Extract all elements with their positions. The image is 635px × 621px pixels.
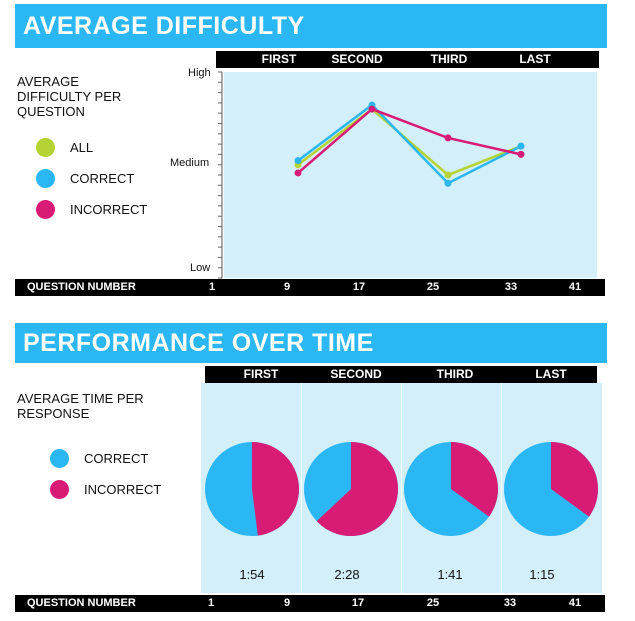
performance-phase-third: THIRD <box>436 367 474 381</box>
performance-xaxis-tick: 17 <box>351 597 365 609</box>
legend-dot-incorrect <box>36 200 55 219</box>
pie-chart-first <box>205 442 300 536</box>
pie-slice-incorrect <box>316 442 398 536</box>
performance-xaxis-bar <box>15 595 605 612</box>
time-label-third: 1:41 <box>437 567 463 582</box>
data-point-incorrect <box>517 150 525 158</box>
time-label-last: 1:15 <box>529 567 555 582</box>
performance-subtitle: AVERAGE TIME PER RESPONSE <box>17 391 144 421</box>
pie-slice-incorrect <box>551 442 598 517</box>
perf-legend-dot-incorrect <box>50 480 69 499</box>
difficulty-phase-third: THIRD <box>430 52 468 66</box>
time-label-second: 2:28 <box>334 567 360 582</box>
series-line-correct <box>297 103 522 185</box>
time-label-first: 1:54 <box>239 567 265 582</box>
difficulty-xaxis-tick: 1 <box>208 281 216 293</box>
performance-title: PERFORMANCE OVER TIME <box>15 323 607 363</box>
difficulty-xaxis-tick: 9 <box>283 281 291 293</box>
perf-legend-item-correct: CORRECT <box>50 449 148 468</box>
performance-xaxis-tick: 33 <box>503 597 517 609</box>
y-label-high: High <box>188 67 211 79</box>
legend-dot-all <box>36 138 55 157</box>
perf-legend-label-correct: CORRECT <box>84 451 149 466</box>
performance-xaxis-label: QUESTION NUMBER <box>27 597 136 609</box>
perf-legend-label-incorrect: INCORRECT <box>84 482 162 497</box>
difficulty-plot-area <box>224 72 597 278</box>
pie-chart-third <box>404 442 498 536</box>
difficulty-subtitle-line: QUESTION <box>17 104 85 119</box>
difficulty-subtitle: AVERAGE DIFFICULTY PER QUESTION <box>17 74 121 119</box>
performance-xaxis-tick: 41 <box>568 597 582 609</box>
data-point-correct <box>517 142 525 150</box>
pie-chart-last <box>504 442 598 536</box>
performance-pie-charts <box>205 442 598 536</box>
perf-legend-dot-correct <box>50 449 69 468</box>
y-label-low: Low <box>190 262 211 274</box>
difficulty-subtitle-line: DIFFICULTY PER <box>17 89 122 104</box>
performance-subtitle-line: AVERAGE TIME PER <box>17 391 144 406</box>
series-line-incorrect <box>297 107 522 174</box>
performance-xaxis-tick: 25 <box>426 597 440 609</box>
y-axis-ticks <box>218 71 222 279</box>
data-point-correct <box>444 179 452 187</box>
data-point-incorrect <box>444 134 452 142</box>
legend-item-correct: CORRECT <box>36 169 134 188</box>
data-point-all <box>444 171 452 179</box>
legend-item-all: ALL <box>36 138 93 157</box>
pie-chart-second <box>304 442 398 536</box>
data-point-correct <box>294 157 302 165</box>
difficulty-phase-first: FIRST <box>261 52 297 66</box>
legend-label-correct: CORRECT <box>70 171 135 186</box>
difficulty-xaxis-tick: 41 <box>568 281 582 293</box>
difficulty-subtitle-line: AVERAGE <box>17 74 79 89</box>
legend-item-incorrect: INCORRECT <box>36 200 147 219</box>
panel-divider <box>301 383 302 593</box>
difficulty-xaxis-bar <box>15 279 605 296</box>
difficulty-xaxis-tick: 33 <box>504 281 518 293</box>
performance-phase-second: SECOND <box>330 367 382 381</box>
pie-slice-incorrect <box>451 442 498 517</box>
series-line-all <box>297 107 522 177</box>
panel-divider <box>401 383 402 593</box>
difficulty-xaxis-tick: 25 <box>426 281 440 293</box>
data-point-incorrect <box>294 169 302 177</box>
legend-label-all: ALL <box>70 140 94 155</box>
difficulty-series-points <box>294 101 525 187</box>
difficulty-phase-bar <box>216 51 599 68</box>
performance-xaxis-tick: 9 <box>283 597 291 609</box>
difficulty-phase-second: SECOND <box>331 52 383 66</box>
data-point-incorrect <box>368 105 376 113</box>
performance-phase-last: LAST <box>535 367 567 381</box>
pie-slice-incorrect <box>252 442 300 536</box>
performance-phase-first: FIRST <box>243 367 279 381</box>
difficulty-xaxis-label: QUESTION NUMBER <box>27 281 136 293</box>
difficulty-phase-last: LAST <box>519 52 551 66</box>
performance-subtitle-line: RESPONSE <box>17 406 90 421</box>
performance-xaxis-tick: 1 <box>207 597 215 609</box>
difficulty-series-lines <box>297 103 522 185</box>
difficulty-xaxis-tick: 17 <box>352 281 366 293</box>
legend-dot-correct <box>36 169 55 188</box>
difficulty-line-chart <box>218 71 597 279</box>
legend-label-incorrect: INCORRECT <box>70 202 148 217</box>
y-label-medium: Medium <box>170 157 210 169</box>
perf-legend-item-incorrect: INCORRECT <box>50 480 161 499</box>
difficulty-title: AVERAGE DIFFICULTY <box>15 4 607 48</box>
performance-phase-bar <box>205 366 597 383</box>
panel-divider <box>501 383 502 593</box>
